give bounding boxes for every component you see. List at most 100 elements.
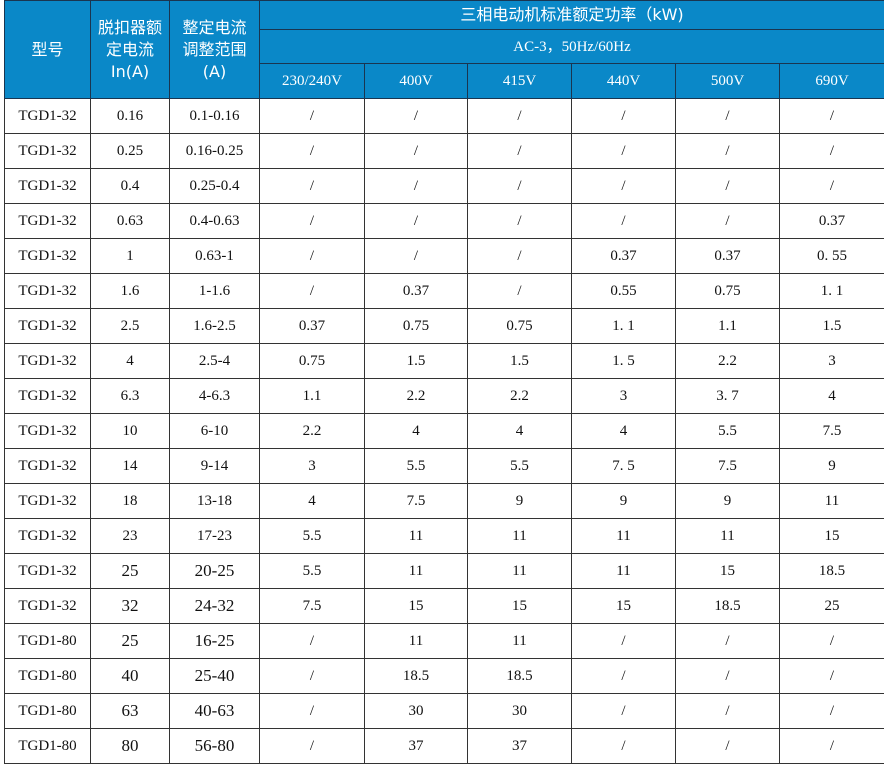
cell-model: TGD1-80 [4,623,91,659]
table-row: TGD1-32 0.25 0.16-0.25// / / / / [4,133,884,169]
cell-model: TGD1-32 [4,378,91,414]
cell-power-690v: 0.37 [779,203,884,239]
header-setting-range: 整定电流调整范围(A) [169,0,260,99]
cell-power-500v: 3. 7 [675,378,780,414]
cell-power-400v: 11 [364,553,468,589]
table-row: TGD1-32 0.16 0.1-0.16// / / / / [4,98,884,134]
cell-power-415v: 37 [467,728,572,764]
cell-setting-range: 6-10 [169,413,260,449]
cell-rated-current: 40 [90,658,170,694]
cell-rated-current: 4 [90,343,170,379]
cell-rated-current: 25 [90,623,170,659]
cell-power-500v: 9 [675,483,780,519]
table-row: TGD1-32 0.63 0.4-0.63// / //0.37 [4,203,884,239]
table-row: TGD1-32 1 0.63-1///0.37 0.37 0. 55 [4,238,884,274]
cell-power-230-240v: / [259,168,365,204]
cell-rated-current: 0.25 [90,133,170,169]
cell-power-690v: / [779,728,884,764]
cell-rated-current: 2.5 [90,308,170,344]
cell-power-500v: / [675,728,780,764]
cell-setting-range: 56-80 [169,728,260,764]
table-row: TGD1-32 18 13-18 4 7.5 9 9 9 11 [4,483,884,519]
cell-power-440v: 11 [571,518,676,554]
cell-power-230-240v: / [259,693,365,729]
cell-power-230-240v: / [259,658,365,694]
cell-power-440v: 4 [571,413,676,449]
cell-power-440v: / [571,693,676,729]
cell-power-230-240v: 0.75 [259,343,365,379]
cell-model: TGD1-32 [4,273,91,309]
cell-model: TGD1-32 [4,448,91,484]
cell-power-440v: 7. 5 [571,448,676,484]
table-row: TGD1-80 40 25-40/18.5 18.5// / [4,658,884,694]
cell-power-500v: 7.5 [675,448,780,484]
cell-power-500v: 1.1 [675,308,780,344]
cell-setting-range: 2.5-4 [169,343,260,379]
cell-power-500v: 0.75 [675,273,780,309]
cell-power-415v: / [467,168,572,204]
cell-model: TGD1-32 [4,518,91,554]
cell-power-400v: / [364,98,468,134]
cell-power-500v: 18.5 [675,588,780,624]
cell-power-500v: 15 [675,553,780,589]
cell-power-230-240v: / [259,273,365,309]
cell-power-415v: 5.5 [467,448,572,484]
cell-power-500v: / [675,98,780,134]
cell-model: TGD1-32 [4,413,91,449]
cell-setting-range: 25-40 [169,658,260,694]
cell-power-440v: / [571,728,676,764]
cell-rated-current: 14 [90,448,170,484]
cell-model: TGD1-32 [4,238,91,274]
header-voltage: 440V [571,63,676,99]
cell-power-500v: / [675,133,780,169]
cell-power-400v: 4 [364,413,468,449]
cell-model: TGD1-80 [4,728,91,764]
cell-power-230-240v: 1.1 [259,378,365,414]
cell-power-440v: 0.37 [571,238,676,274]
cell-power-415v: 11 [467,553,572,589]
cell-power-400v: 1.5 [364,343,468,379]
cell-rated-current: 0.16 [90,98,170,134]
cell-setting-range: 0.4-0.63 [169,203,260,239]
cell-setting-range: 16-25 [169,623,260,659]
cell-power-230-240v: 4 [259,483,365,519]
header-voltage: 690V [779,63,884,99]
cell-power-400v: / [364,238,468,274]
cell-setting-range: 0.25-0.4 [169,168,260,204]
cell-power-500v: / [675,658,780,694]
motor-power-table: 型号 脱扣器额定电流 In(A) 整定电流调整范围(A) 三相电动机标准额定功率… [4,0,884,764]
cell-model: TGD1-32 [4,343,91,379]
cell-power-500v: / [675,693,780,729]
cell-rated-current: 23 [90,518,170,554]
table-row: TGD1-32 32 24-32 7.5 15 15 15 18.5 25 [4,588,884,624]
cell-power-415v: / [467,238,572,274]
cell-power-500v: 5.5 [675,413,780,449]
table-row: TGD1-32 10 6-10 2.2 4 4 4 5.5 7.5 [4,413,884,449]
cell-rated-current: 25 [90,553,170,589]
cell-power-415v: 1.5 [467,343,572,379]
cell-power-690v: / [779,98,884,134]
cell-power-440v: / [571,658,676,694]
header-voltage: 415V [467,63,572,99]
cell-power-690v: 9 [779,448,884,484]
cell-power-230-240v: / [259,238,365,274]
cell-power-440v: / [571,168,676,204]
cell-power-500v: 0.37 [675,238,780,274]
header-rated-current: 脱扣器额定电流 In(A) [90,0,170,99]
cell-power-440v: / [571,203,676,239]
cell-model: TGD1-80 [4,658,91,694]
table-row: TGD1-32 23 17-23 5.5 11 11 11 11 15 [4,518,884,554]
cell-power-415v: 0.75 [467,308,572,344]
header-voltage: 400V [364,63,468,99]
cell-setting-range: 24-32 [169,588,260,624]
header-model: 型号 [4,0,91,99]
cell-setting-range: 17-23 [169,518,260,554]
table-row: TGD1-80 80 56-80/37 37// / [4,728,884,764]
cell-power-415v: 11 [467,623,572,659]
cell-power-690v: / [779,693,884,729]
cell-model: TGD1-32 [4,588,91,624]
table-row: TGD1-80 63 40-63/30 30// / [4,693,884,729]
cell-rated-current: 0.63 [90,203,170,239]
cell-power-500v: / [675,203,780,239]
header-voltage: 230/240V [259,63,365,99]
